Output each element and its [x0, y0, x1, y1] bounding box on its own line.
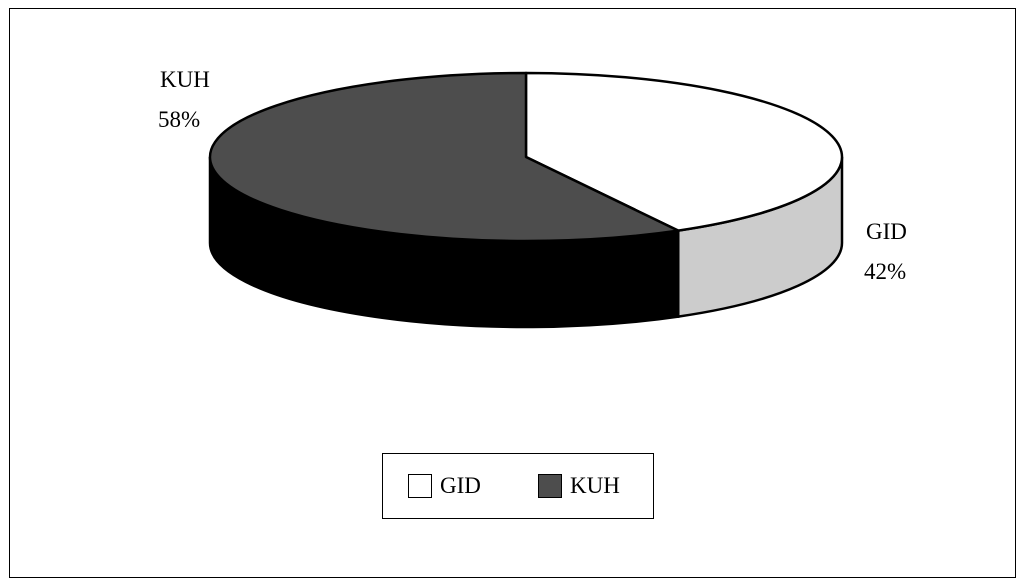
legend-item-kuh: KUH	[538, 454, 620, 518]
legend-swatch-gid	[408, 474, 432, 498]
pie-slice-kuh	[208, 71, 680, 243]
pie-slice-gid	[524, 71, 844, 232]
legend-label-kuh: KUH	[570, 473, 620, 498]
legend-label-gid: GID	[440, 473, 481, 498]
chart-legend: GID KUH	[382, 453, 654, 519]
legend-swatch-kuh	[538, 474, 562, 498]
gid-slice-percent: 42%	[864, 259, 906, 284]
kuh-slice-label: KUH	[160, 67, 210, 92]
pie-slices	[208, 71, 844, 329]
gid-slice-label: GID	[866, 219, 907, 244]
pie-chart: KUH 58% GID 42%	[158, 67, 907, 329]
legend-item-gid: GID	[408, 454, 481, 518]
kuh-slice-percent: 58%	[158, 107, 200, 132]
